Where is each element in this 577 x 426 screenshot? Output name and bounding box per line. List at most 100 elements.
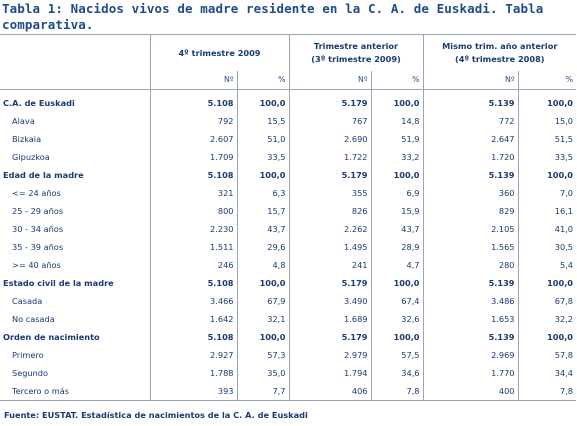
cell-percent: 15,7 [236,202,289,220]
cell-percent: 43,7 [236,220,289,238]
row-label: <= 24 años [12,188,61,198]
cell-count: 5.108 [149,274,237,292]
cell-percent: 7,8 [370,382,424,401]
cell-percent: 67,4 [370,292,424,310]
cell-count: 5.108 [149,328,237,346]
cell-count: 1.653 [422,310,519,328]
table-row: Bizkaia 2.607 51,0 2.690 51,9 2.647 51,5 [0,130,577,148]
cell-percent: 67,9 [236,292,289,310]
cell-count: 1.788 [149,364,237,382]
cell-percent: 100,0 [236,89,289,112]
table-row: 25 - 29 años 800 15,7 826 15,9 829 16,1 [0,202,577,220]
cell-percent: 100,0 [236,328,289,346]
cell-count: 1.642 [149,310,237,328]
cell-percent: 100,0 [370,328,424,346]
cell-percent: 6,3 [236,184,289,202]
cell-count: 5.179 [288,89,371,112]
comparison-table: 4º trimestre 2009 Trimestre anterior (3º … [0,34,577,401]
row-label: Casada [12,296,43,306]
row-label: 35 - 39 años [12,242,64,252]
unit-pct: % [370,71,424,90]
cell-percent: 100,0 [370,274,424,292]
cell-count: 5.179 [288,274,371,292]
header-corner [0,34,150,71]
cell-count: 829 [422,202,519,220]
cell-percent: 57,5 [370,346,424,364]
cell-count: 5.179 [288,328,371,346]
cell-count: 767 [288,112,371,130]
unit-pct: % [236,71,289,90]
col-header-current-label: 4º trimestre 2009 [178,47,261,58]
cell-count: 5.108 [149,166,237,184]
cell-percent: 57,3 [236,346,289,364]
comparison-table-container: 4º trimestre 2009 Trimestre anterior (3º … [0,34,577,401]
cell-count: 2.979 [288,346,371,364]
cell-count: 393 [149,382,237,401]
cell-count: 772 [422,112,519,130]
cell-percent: 51,9 [370,130,424,148]
cell-count: 360 [422,184,519,202]
cell-count: 5.139 [422,89,519,112]
cell-count: 5.139 [422,274,519,292]
cell-count: 355 [288,184,371,202]
cell-percent: 32,2 [517,310,577,328]
header-row-groups: 4º trimestre 2009 Trimestre anterior (3º … [0,34,577,71]
cell-count: 5.139 [422,328,519,346]
cell-count: 406 [288,382,371,401]
row-label: C.A. de Euskadi [3,98,75,108]
cell-percent: 100,0 [370,89,424,112]
table-row: 30 - 34 años 2.230 43,7 2.262 43,7 2.105 41,0 [0,220,577,238]
row-label: Bizkaia [12,134,42,144]
cell-percent: 15,9 [370,202,424,220]
row-label: No casada [12,314,55,324]
cell-count: 2.690 [288,130,371,148]
cell-percent: 32,6 [370,310,424,328]
table-row: Tercero o más 393 7,7 406 7,8 400 7,8 [0,382,577,401]
table-row: <= 24 años 321 6,3 355 6,9 360 7,0 [0,184,577,202]
table-row: Estado civil de la madre 5.108 100,0 5.179 1… [0,274,577,292]
row-label: 30 - 34 años [12,224,64,234]
cell-count: 400 [422,382,519,401]
cell-percent: 34,6 [370,364,424,382]
row-label: Estado civil de la madre [3,278,114,288]
cell-percent: 4,8 [236,256,289,274]
cell-count: 1.722 [288,148,371,166]
cell-count: 3.466 [149,292,237,310]
cell-percent: 41,0 [517,220,577,238]
col-header-previous-line1: Trimestre anterior [313,41,399,51]
cell-percent: 7,7 [236,382,289,401]
cell-percent: 14,8 [370,112,424,130]
cell-count: 3.486 [422,292,519,310]
cell-count: 2.927 [149,346,237,364]
cell-percent: 16,1 [517,202,577,220]
cell-percent: 33,5 [236,148,289,166]
row-label: Segundo [12,368,49,378]
cell-percent: 6,9 [370,184,424,202]
header-unit-corner [0,71,150,90]
cell-percent: 100,0 [370,166,424,184]
row-label: Orden de nacimiento [3,332,100,342]
cell-percent: 4,7 [370,256,424,274]
cell-percent: 100,0 [517,89,577,112]
cell-count: 1.495 [288,238,371,256]
row-label: >= 40 años [12,260,61,270]
cell-count: 3.490 [288,292,371,310]
cell-percent: 100,0 [517,274,577,292]
cell-count: 826 [288,202,371,220]
cell-count: 1.689 [288,310,371,328]
cell-count: 241 [288,256,371,274]
cell-percent: 43,7 [370,220,424,238]
table-row: C.A. de Euskadi 5.108 100,0 5.179 100,0 5.139… [0,89,577,112]
cell-count: 2.607 [149,130,237,148]
cell-count: 321 [149,184,237,202]
cell-count: 246 [149,256,237,274]
cell-percent: 29,6 [236,238,289,256]
unit-pct: % [517,71,577,90]
table-title: Tabla 1: Nacidos vivos de madre resident… [2,1,544,32]
cell-count: 2.230 [149,220,237,238]
cell-percent: 57,8 [517,346,577,364]
header-row-units: Nº % Nº % Nº % [0,71,577,90]
cell-percent: 35,0 [236,364,289,382]
cell-percent: 28,9 [370,238,424,256]
col-header-current: 4º trimestre 2009 [149,34,289,71]
